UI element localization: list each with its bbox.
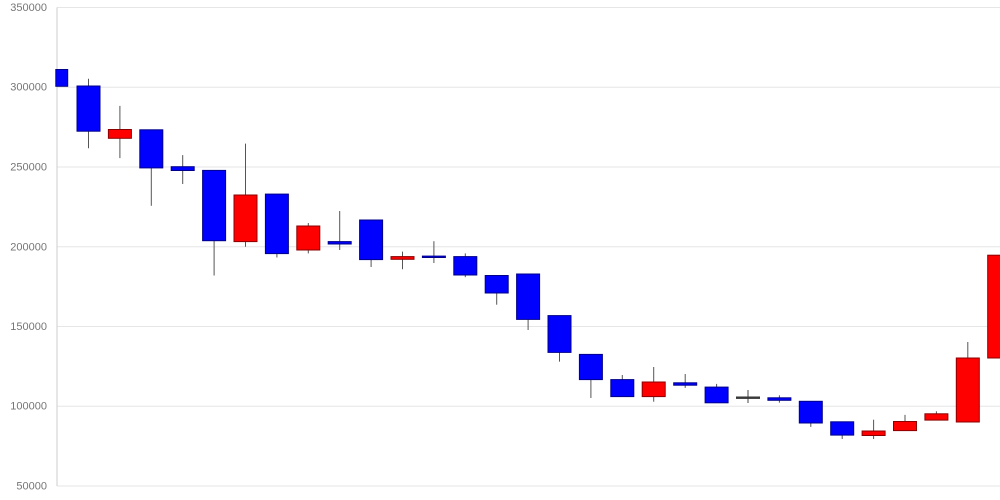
svg-text:350000: 350000 xyxy=(10,2,47,14)
svg-text:50000: 50000 xyxy=(16,481,47,493)
svg-text:200000: 200000 xyxy=(10,241,47,253)
svg-text:300000: 300000 xyxy=(10,82,47,94)
svg-text:100000: 100000 xyxy=(10,401,47,413)
svg-text:150000: 150000 xyxy=(10,321,47,333)
svg-text:250000: 250000 xyxy=(10,162,47,174)
